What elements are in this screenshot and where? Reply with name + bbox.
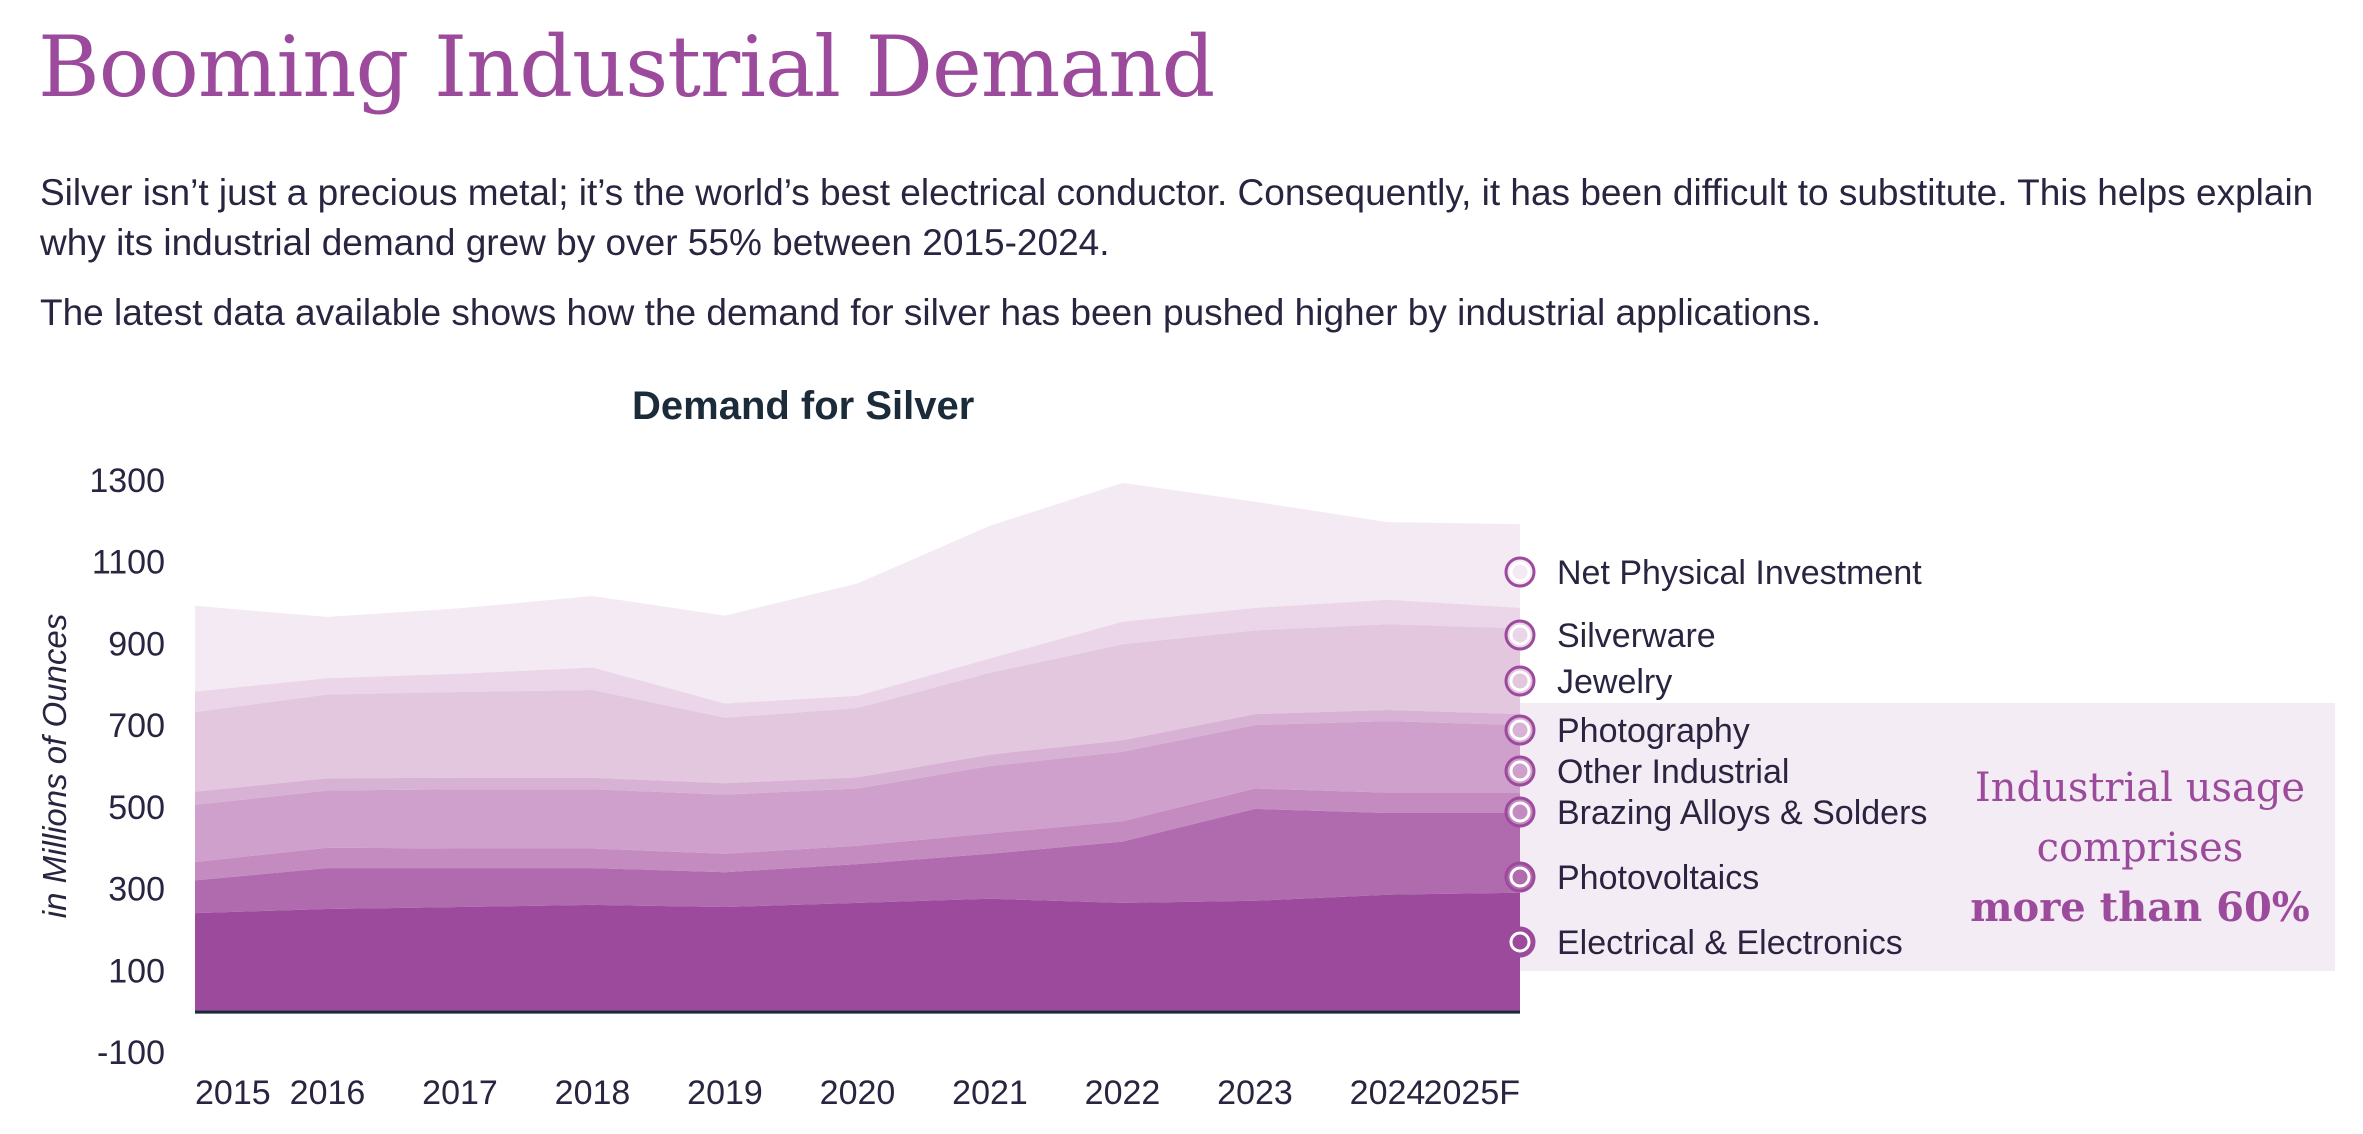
legend-marker-ring [1509, 670, 1531, 692]
x-tick-label: 2021 [952, 1074, 1028, 1112]
legend-marker-ring [1509, 561, 1531, 583]
legend-label-net-physical-investment: Net Physical Investment [1557, 554, 1922, 592]
y-axis-label: in Millions of Ounces [36, 614, 73, 918]
intro-paragraph: Silver isn’t just a precious metal; it’s… [40, 172, 2314, 263]
area-other-industrial [195, 721, 1520, 862]
y-tick-label: 700 [108, 707, 165, 745]
x-tick-label: 2017 [422, 1074, 498, 1112]
y-tick-label: 500 [108, 789, 165, 827]
area-photography [195, 710, 1520, 805]
x-tick-label: 2025F [1424, 1074, 1520, 1112]
y-tick-label: -100 [97, 1034, 165, 1072]
legend-marker-ring [1509, 801, 1531, 823]
x-tick-label: 2024 [1350, 1074, 1426, 1112]
x-tick-label: 2023 [1217, 1074, 1293, 1112]
legend-label-photovoltaics: Photovoltaics [1557, 859, 1759, 897]
legend-marker-ring [1509, 719, 1531, 741]
x-tick-label: 2018 [555, 1074, 631, 1112]
area-jewelry [195, 624, 1520, 792]
area-electrical-electronics [195, 892, 1520, 1012]
x-tick-label: 2022 [1085, 1074, 1161, 1112]
area-brazing-alloys-solders [195, 788, 1520, 881]
x-tick-label: 2016 [290, 1074, 366, 1112]
legend-marker-ring [1509, 760, 1531, 782]
legend-label-jewelry: Jewelry [1557, 663, 1672, 701]
callout-line2: comprises [2036, 825, 2244, 871]
x-tick-label: 2019 [687, 1074, 763, 1112]
legend-label-silverware: Silverware [1557, 617, 1716, 655]
legend-marker-ring [1509, 624, 1531, 646]
y-tick-label: 1100 [92, 544, 165, 582]
legend-label-other-industrial: Other Industrial [1557, 753, 1789, 791]
callout-line3: more than 60% [1970, 884, 2310, 931]
legend-label-photography: Photography [1557, 712, 1750, 750]
y-tick-label: 1300 [89, 462, 165, 500]
area-silverware [195, 599, 1520, 718]
area-net-physical-investment [195, 482, 1520, 704]
callout-background [1520, 703, 2335, 971]
data-paragraph: The latest data available shows how the … [40, 292, 1822, 333]
legend-marker-ring [1509, 866, 1531, 888]
y-tick-label: 300 [108, 871, 165, 909]
page-title: Booming Industrial Demand [38, 18, 1215, 116]
chart-title: Demand for Silver [632, 384, 975, 428]
y-tick-label: 100 [108, 952, 165, 990]
legend-label-electrical-electronics: Electrical & Electronics [1557, 924, 1903, 962]
legend-label-brazing-alloys-solders: Brazing Alloys & Solders [1557, 794, 1927, 832]
industrial-callout: Industrial usage comprises more than 60% [1950, 758, 2330, 938]
legend-marker-ring [1509, 931, 1531, 953]
callout-line1: Industrial usage [1974, 765, 2306, 811]
y-tick-label: 900 [108, 625, 165, 663]
area-photovoltaics [195, 808, 1520, 914]
x-tick-label: 2020 [820, 1074, 896, 1112]
x-tick-label: 2015 [195, 1074, 271, 1112]
